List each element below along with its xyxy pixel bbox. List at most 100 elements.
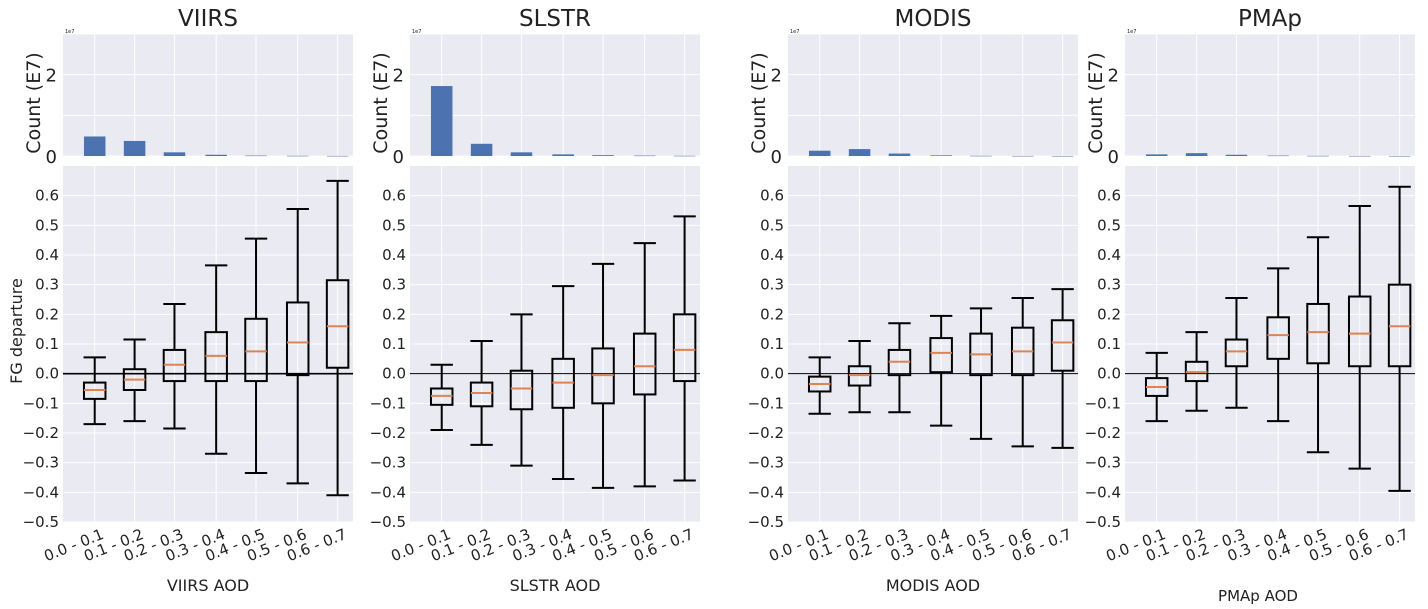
panel-pmap: PMAp 0 2 1e7 Count (E7) −0.5 −0.4 −0.3 −0.2 −0.1 0…: [1085, 6, 1415, 605]
box-y-tick-label: −0.2: [748, 424, 784, 442]
box: [1306, 302, 1330, 365]
box-y-tick-label: −0.3: [1085, 454, 1121, 472]
box-y-tick-label: 0.0: [35, 365, 59, 383]
count-bar: [1145, 154, 1168, 156]
box-y-tick-label: 0.3: [382, 276, 406, 294]
count-multiplier-label: 1e7: [790, 29, 799, 35]
panel-viirs: VIIRS 0 2 1e7 Count (E7) −0.5 −0.4 −0.3 −0.2 −0.1…: [23, 6, 353, 595]
box: [1224, 338, 1249, 368]
x-axis-label: MODIS AOD: [886, 576, 980, 595]
box: [929, 337, 953, 374]
box-y-tick-label: 0.3: [35, 276, 59, 294]
count-bar: [286, 155, 309, 157]
box-y-tick-label: −0.2: [370, 424, 406, 442]
count-bar: [1185, 153, 1208, 156]
box-y-tick-label: −0.3: [748, 454, 784, 472]
panel-slstr: SLSTR 0 2 1e7 Count (E7) −0.5 −0.4 −0.3 −0.2 −0.1…: [370, 6, 700, 595]
count-y-axis-label: Count (E7): [23, 52, 45, 153]
box-y-tick-label: 0.5: [1097, 216, 1121, 234]
count-y-tick-label: 2: [393, 66, 404, 87]
box: [244, 317, 268, 383]
count-y-tick-label: 0: [393, 147, 404, 168]
box-y-tick-label: −0.5: [23, 513, 59, 531]
box-y-tick-label: 0.6: [382, 187, 406, 205]
box: [1347, 295, 1372, 368]
box-y-tick-label: −0.1: [748, 394, 784, 412]
count-bar: [848, 149, 871, 156]
box-y-tick-label: −0.2: [23, 424, 59, 442]
count-bar: [888, 153, 911, 156]
box-y-tick-label: 0.4: [35, 246, 59, 264]
x-axis-label: VIIRS AOD: [167, 576, 249, 595]
box-y-tick-label: 0.3: [1097, 276, 1121, 294]
count-multiplier-label: 1e7: [412, 29, 421, 35]
panel-title: VIIRS: [178, 6, 238, 32]
box-y-tick-label: 0.0: [382, 365, 406, 383]
box-y-tick-label: 0.4: [760, 246, 784, 264]
panel-title: SLSTR: [519, 6, 591, 32]
box-y-tick-label: 0.2: [382, 305, 406, 323]
x-axis-label: SLSTR AOD: [510, 576, 601, 595]
count-plot-area: [788, 34, 1078, 156]
box-y-tick-label: 0.4: [382, 246, 406, 264]
box-y-tick-label: −0.3: [370, 454, 406, 472]
box: [632, 332, 657, 396]
box-y-tick-label: −0.2: [1085, 424, 1121, 442]
count-bar: [633, 155, 656, 157]
box-y-tick-label: −0.5: [1085, 513, 1121, 531]
box-y-tick-label: −0.4: [748, 483, 784, 501]
box-y-tick-label: 0.2: [760, 305, 784, 323]
y-axis-label: FG departure: [7, 278, 26, 384]
count-bar: [205, 154, 227, 156]
box: [469, 381, 494, 408]
box-y-tick-label: 0.3: [760, 276, 784, 294]
box: [285, 301, 310, 377]
box-y-tick-label: 0.0: [1097, 365, 1121, 383]
count-bar: [1307, 155, 1329, 157]
box-y-tick-label: −0.5: [370, 513, 406, 531]
count-bar: [1051, 155, 1074, 157]
count-y-axis-label: Count (E7): [748, 52, 770, 153]
box-y-tick-label: −0.1: [1085, 394, 1121, 412]
count-bar: [326, 155, 349, 157]
count-multiplier-label: 1e7: [1127, 29, 1136, 35]
count-bar: [1225, 154, 1248, 156]
box-y-tick-label: 0.6: [760, 187, 784, 205]
count-bar: [970, 155, 992, 157]
count-bar: [1011, 155, 1034, 157]
count-bar: [1267, 155, 1289, 157]
box-y-tick-label: −0.4: [23, 483, 59, 501]
count-bar: [510, 152, 533, 156]
box-y-tick-label: −0.3: [23, 454, 59, 472]
box-y-tick-label: 0.4: [1097, 246, 1121, 264]
count-y-axis-label: Count (E7): [1085, 52, 1107, 153]
count-plot-area: [63, 34, 353, 156]
box-y-tick-label: 0.2: [35, 305, 59, 323]
count-bar: [552, 154, 574, 156]
count-multiplier-label: 1e7: [65, 29, 74, 35]
box-y-tick-label: −0.1: [23, 394, 59, 412]
panel-title: MODIS: [894, 6, 971, 32]
count-y-tick-label: 2: [1108, 66, 1119, 87]
box-y-tick-label: 0.5: [760, 216, 784, 234]
x-axis-label: PMAp AOD: [1218, 587, 1298, 605]
box: [1050, 319, 1075, 372]
count-bar: [83, 136, 106, 156]
count-bar: [470, 143, 493, 156]
count-y-axis-label: Count (E7): [370, 52, 392, 153]
count-y-tick-label: 0: [1108, 147, 1119, 168]
count-bar: [123, 140, 146, 156]
count-bar: [1348, 155, 1371, 157]
box-y-tick-label: 0.5: [35, 216, 59, 234]
box-y-tick-label: 0.2: [1097, 305, 1121, 323]
box-y-tick-label: 0.0: [760, 365, 784, 383]
box-y-tick-label: −0.5: [748, 513, 784, 531]
box: [325, 279, 350, 369]
panel-title: PMAp: [1238, 6, 1302, 32]
box: [672, 313, 697, 383]
box-y-tick-label: 0.1: [382, 335, 406, 353]
count-bar: [808, 150, 831, 156]
box-y-tick-label: −0.1: [370, 394, 406, 412]
box-y-tick-label: −0.4: [370, 483, 406, 501]
count-bar: [930, 155, 952, 156]
